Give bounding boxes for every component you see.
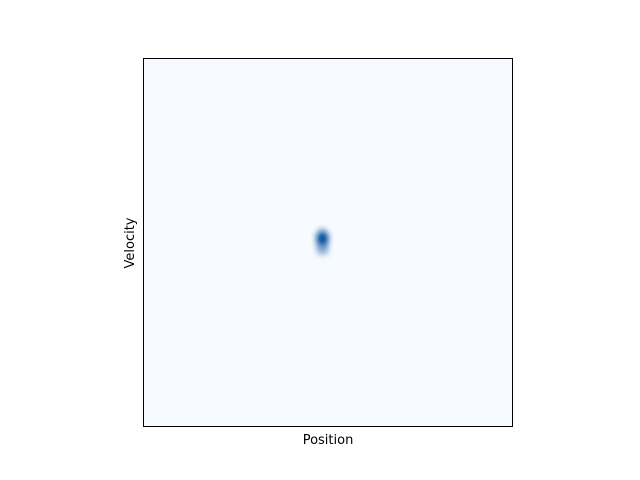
heatmap-density-layer xyxy=(310,223,335,261)
y-axis-label: Velocity xyxy=(123,217,138,268)
plot-area xyxy=(143,58,513,427)
axes-frame xyxy=(143,58,513,427)
x-axis-label: Position xyxy=(303,433,354,448)
density-peak-1 xyxy=(310,238,335,261)
